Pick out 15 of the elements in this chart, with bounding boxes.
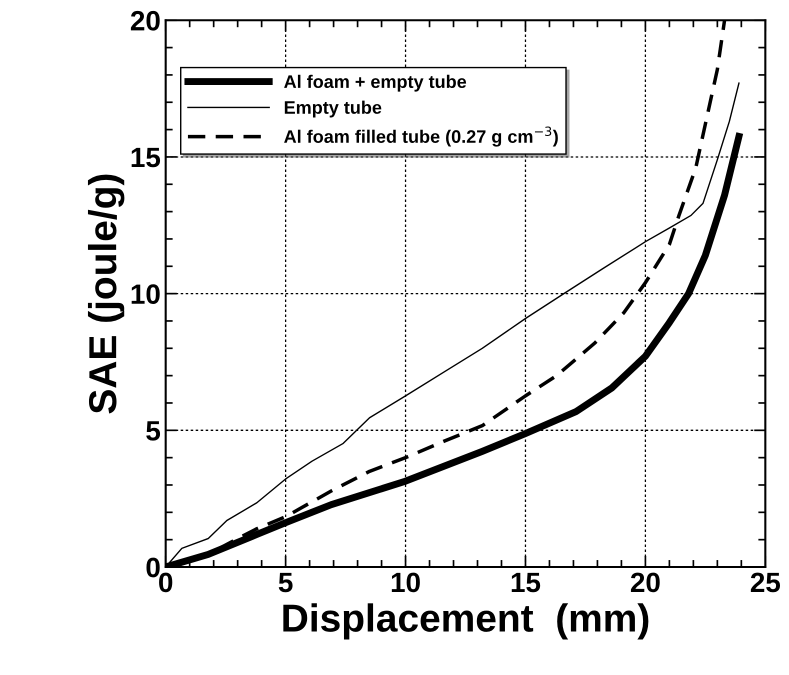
legend-label: Empty tube <box>284 100 382 118</box>
y-tick-label: 10 <box>132 284 160 304</box>
x-axis-title: Displacement (mm) <box>283 603 648 640</box>
x-tick-label: 10 <box>392 572 420 592</box>
y-tick-label: 15 <box>132 148 160 168</box>
y-tick-label: 5 <box>146 421 160 441</box>
x-tick-label: 5 <box>278 572 293 592</box>
y-axis-title: SAE (joule/g) <box>88 174 124 414</box>
legend-label: Al foam filled tube (0.27 g cm$^{−3}$) <box>284 126 558 147</box>
x-tick-label: 25 <box>750 572 780 592</box>
x-tick-label: 20 <box>630 572 660 592</box>
y-tick-label: 20 <box>130 10 160 31</box>
x-tick-label: 15 <box>512 572 540 592</box>
y-tick-label: 0 <box>146 558 160 578</box>
legend-label: Al foam + empty tube <box>284 74 466 92</box>
